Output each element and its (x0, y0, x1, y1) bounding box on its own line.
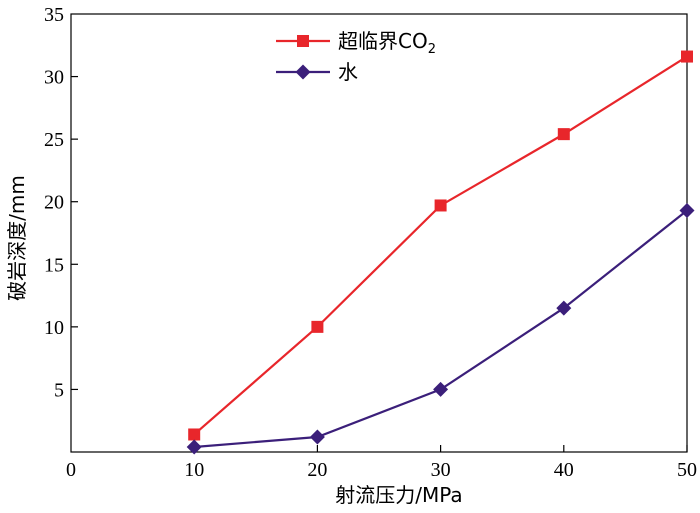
ticks: 0 10 20 30 40 50 5 10 15 20 25 30 35 (44, 4, 697, 481)
series-line (194, 209, 688, 449)
legend-entry-2: 水 (276, 60, 358, 84)
y-tick-label: 10 (44, 317, 64, 339)
legend-marker (295, 64, 311, 80)
series-1 (188, 50, 693, 441)
legend-entry-1: 超临界CO2 (276, 29, 436, 57)
legend-label: 水 (338, 60, 358, 84)
data-point (188, 428, 201, 441)
y-tick-label: 30 (44, 67, 64, 89)
y-tick-label: 20 (44, 192, 64, 214)
series-layer (186, 50, 695, 455)
y-tick-label: 25 (44, 129, 64, 151)
x-tick-label: 20 (307, 459, 327, 481)
x-tick-label: 30 (431, 459, 451, 481)
legend: 超临界CO2 水 (276, 29, 436, 84)
x-tick-label: 50 (677, 459, 697, 481)
axes (70, 13, 688, 453)
legend-marker (297, 35, 309, 47)
x-tick-label: 0 (66, 459, 76, 481)
data-point (679, 202, 695, 218)
series-line (193, 55, 688, 436)
y-tick-label: 35 (44, 4, 64, 26)
data-point (681, 50, 693, 63)
y-tick-label: 15 (44, 254, 64, 276)
data-point (556, 300, 572, 316)
x-tick-label: 10 (184, 459, 204, 481)
y-tick-label: 5 (54, 379, 64, 401)
series-2 (186, 202, 695, 455)
legend-label: 超临界CO2 (338, 29, 436, 57)
data-point (433, 381, 449, 397)
data-point (434, 199, 447, 212)
y-axis-title: 破岩深度/mm (5, 175, 29, 301)
x-tick-label: 40 (554, 459, 574, 481)
data-point (309, 429, 325, 445)
data-point (311, 320, 324, 333)
data-point (557, 128, 570, 141)
plot-frame (70, 13, 688, 453)
x-axis-title: 射流压力/MPa (335, 483, 462, 507)
data-point (186, 439, 202, 455)
